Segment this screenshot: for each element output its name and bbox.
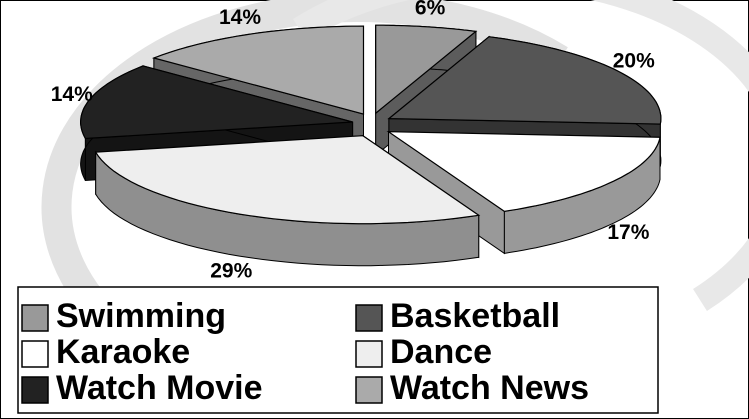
legend-key (21, 304, 49, 332)
slice (375, 24, 478, 115)
data-label: 14% (51, 83, 93, 106)
slice (151, 25, 365, 115)
watermark (293, 0, 749, 311)
legend-box (17, 286, 659, 414)
data-label: 14% (219, 6, 261, 29)
data-label: 20% (613, 49, 655, 72)
legend-label: Karaoke (56, 333, 190, 371)
slice (94, 135, 481, 225)
legend-label: Swimming (56, 297, 226, 335)
legend-label: Watch News (390, 369, 589, 407)
slice (80, 65, 353, 140)
legend-key (355, 304, 383, 332)
slice (387, 36, 662, 125)
legend: Swimming Basketball Karaoke Dance Watch Movi… (21, 297, 589, 407)
slice (375, 24, 478, 157)
legend-key (21, 340, 49, 368)
legend-key (21, 376, 49, 404)
pie (80, 24, 662, 267)
legend-key (355, 340, 383, 368)
data-label: 29% (210, 260, 252, 283)
slice (386, 131, 661, 213)
legend-label: Watch Movie (56, 369, 263, 407)
watermark (41, 0, 568, 342)
legend-key (355, 376, 383, 404)
data-label: 6% (415, 0, 446, 20)
legend-label: Dance (390, 333, 492, 371)
labels: 6% 14% 20% 14% 17% 29% (51, 0, 655, 283)
slice (94, 134, 481, 267)
data-label: 17% (607, 221, 649, 244)
legend-label: Basketball (390, 297, 560, 335)
